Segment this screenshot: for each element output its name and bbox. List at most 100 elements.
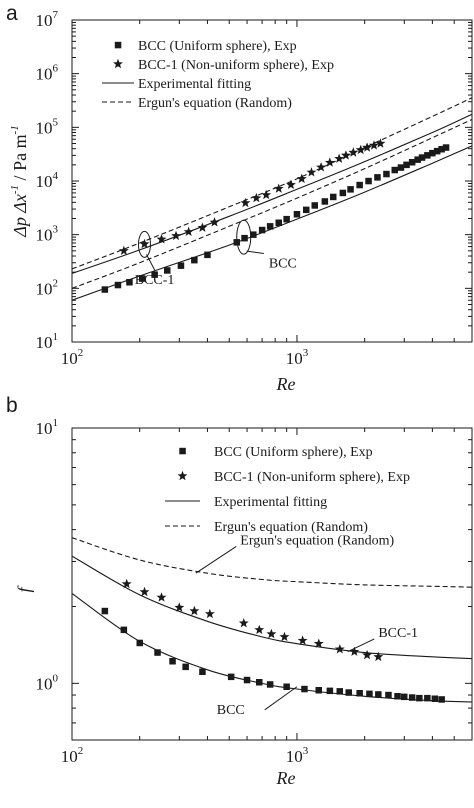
fitting-curve-2 — [72, 555, 472, 660]
bcc-data-point — [424, 152, 431, 159]
bcc-data-point — [408, 159, 416, 166]
bcc1-data-point — [189, 605, 200, 616]
annotation-label: Ergun's equation (Random) — [240, 533, 394, 548]
bcc-data-point — [438, 146, 445, 153]
y-axis-label: Δp Δx-1 / Pa m-1 — [9, 125, 30, 237]
annotation-leader — [195, 546, 237, 574]
bcc-data-point — [356, 690, 363, 697]
bcc-data-point — [391, 166, 398, 174]
bcc1-data-point — [139, 586, 150, 597]
bcc-data-point — [199, 668, 206, 675]
bcc-data-point — [204, 251, 211, 259]
bcc-data-point — [385, 691, 392, 699]
y-axis-label: f — [14, 585, 34, 593]
plot-frame — [71, 427, 473, 741]
ergun-curve-5 — [72, 97, 472, 270]
legend-label: Ergun's equation (Random) — [138, 96, 292, 111]
bcc1-data-point — [197, 222, 208, 232]
x-tick-label: 102 — [61, 347, 84, 368]
legend-label: Experimental fitting — [214, 495, 327, 510]
bcc1-data-point — [373, 651, 384, 662]
bcc-data-point — [326, 687, 334, 695]
bcc1-data-point — [174, 602, 185, 612]
bcc1-data-point — [171, 230, 181, 241]
panel-label: a — [6, 2, 18, 25]
bcc1-data-point — [362, 649, 372, 660]
bcc-data-point — [120, 626, 128, 634]
bcc-data-point — [136, 639, 143, 647]
bcc-data-point — [418, 154, 426, 161]
bcc1-data-point — [261, 189, 272, 200]
annotation-leader — [347, 638, 375, 653]
bcc-data-point — [241, 234, 248, 242]
legend-label: Ergun's equation (Random) — [214, 520, 368, 535]
annotation-leader — [264, 686, 298, 711]
bcc-data-point — [431, 695, 439, 702]
chart-panel-b: b 102 103 100 101 Re f BCC (Uniform sphere), Ex… — [6, 394, 473, 788]
bcc-data-point — [169, 658, 176, 665]
bcc1-data-point — [266, 628, 277, 639]
bcc-data-point — [408, 694, 416, 701]
legend-square-marker — [179, 447, 186, 455]
bcc1-data-point — [334, 644, 345, 654]
bcc-data-point — [424, 694, 431, 702]
x-axis-label: Re — [276, 374, 296, 394]
bcc1-data-point — [156, 234, 167, 244]
x-tick-label: 103 — [286, 347, 309, 368]
bcc-data-point — [191, 256, 198, 264]
annotation-ellipse — [236, 219, 252, 255]
bcc-data-point — [366, 690, 373, 698]
bcc1-data-point — [156, 592, 167, 602]
bcc1-data-point — [362, 142, 372, 152]
panel-label: b — [6, 394, 18, 417]
legend-label: BCC-1 (Non-uniform sphere), Exp — [138, 58, 334, 73]
bcc1-data-point — [238, 618, 249, 628]
bcc-data-point — [394, 693, 401, 700]
bcc1-data-point — [313, 638, 324, 648]
bcc1-data-point — [334, 153, 345, 163]
bcc1-data-point — [316, 162, 326, 172]
bcc-data-point — [414, 156, 421, 163]
bcc-data-point — [375, 691, 382, 698]
y-tick-label: 101 — [36, 417, 59, 438]
bcc1-data-point — [279, 631, 290, 642]
annotation-leader — [146, 254, 156, 271]
annotation-ellipse — [137, 230, 151, 258]
y-tick-label: 100 — [36, 672, 59, 693]
bcc-data-point — [442, 144, 450, 151]
y-tick-label: 102 — [36, 277, 59, 298]
bcc1-data-point — [297, 635, 308, 645]
bcc-data-point — [339, 189, 347, 197]
bcc-data-point — [416, 694, 423, 702]
bcc1-data-point — [296, 173, 307, 183]
legend-star-marker — [177, 470, 188, 481]
bcc-data-point — [403, 161, 410, 169]
bcc-data-point — [397, 164, 405, 171]
bcc-data-point — [177, 262, 185, 269]
y-tick-label: 106 — [36, 63, 59, 84]
annotation-label: BCC-1 — [378, 626, 418, 641]
fitting-curve-3 — [72, 113, 472, 274]
x-tick-label: 103 — [286, 745, 309, 766]
annotation-label: BCC-1 — [135, 273, 175, 288]
ergun-curve-4 — [72, 537, 472, 588]
bcc-data-point — [275, 219, 282, 226]
bcc1-data-point — [340, 150, 351, 160]
bcc-data-point — [347, 186, 354, 193]
bcc1-data-point — [254, 624, 265, 635]
annotation-leader — [246, 250, 264, 254]
bcc-data-point — [283, 215, 290, 223]
bcc-data-point — [401, 693, 408, 701]
legend-square-marker — [114, 41, 122, 49]
bcc-data-point — [258, 226, 266, 234]
bcc-data-point — [164, 267, 171, 274]
bcc-data-point — [114, 281, 122, 289]
bcc-data-point — [266, 223, 274, 230]
bcc-data-point — [365, 177, 372, 185]
bcc-data-point — [315, 687, 322, 694]
bcc-data-point — [151, 271, 158, 278]
bcc-data-point — [330, 193, 337, 201]
bcc-data-point — [438, 696, 445, 703]
